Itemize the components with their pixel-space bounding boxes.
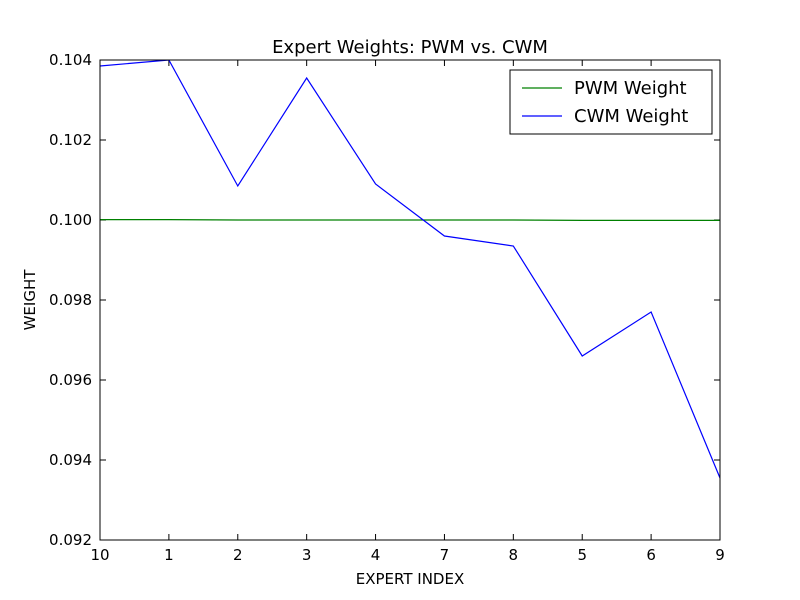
y-tick-label: 0.094 bbox=[49, 451, 92, 469]
x-tick-label: 6 bbox=[646, 546, 656, 564]
legend-label: PWM Weight bbox=[574, 78, 687, 99]
series-line-cwm-weight bbox=[100, 60, 720, 479]
y-tick-label: 0.104 bbox=[49, 51, 92, 69]
legend: PWM Weight CWM Weight bbox=[509, 69, 713, 135]
y-tick-label: 0.102 bbox=[49, 131, 92, 149]
x-tick-label: 7 bbox=[440, 546, 450, 564]
plot-frame bbox=[99, 59, 721, 541]
y-axis-title: WEIGHT bbox=[21, 269, 39, 331]
x-tick-label: 3 bbox=[302, 546, 312, 564]
x-tick-label: 10 bbox=[90, 546, 109, 564]
legend-label: CWM Weight bbox=[574, 106, 688, 127]
legend-box bbox=[509, 69, 713, 135]
x-tick-label: 5 bbox=[577, 546, 587, 564]
plot-area: 0.092 0.094 0.096 0.098 0.100 0.102 0.104 10 1 2 3… bbox=[49, 51, 725, 564]
x-tick-label: 4 bbox=[371, 546, 381, 564]
y-tick-label: 0.098 bbox=[49, 291, 92, 309]
x-tick-label: 1 bbox=[164, 546, 174, 564]
chart-title: Expert Weights: PWM vs. CWM bbox=[272, 37, 548, 58]
series-line-pwm-weight bbox=[100, 219, 720, 221]
x-axis-title: EXPERT INDEX bbox=[356, 570, 465, 588]
y-tick-label: 0.096 bbox=[49, 371, 92, 389]
x-tick-label: 8 bbox=[509, 546, 519, 564]
y-tick-label: 0.100 bbox=[49, 211, 92, 229]
x-tick-label: 9 bbox=[715, 546, 725, 564]
x-tick-label: 2 bbox=[233, 546, 243, 564]
y-tick-label: 0.092 bbox=[49, 531, 92, 549]
